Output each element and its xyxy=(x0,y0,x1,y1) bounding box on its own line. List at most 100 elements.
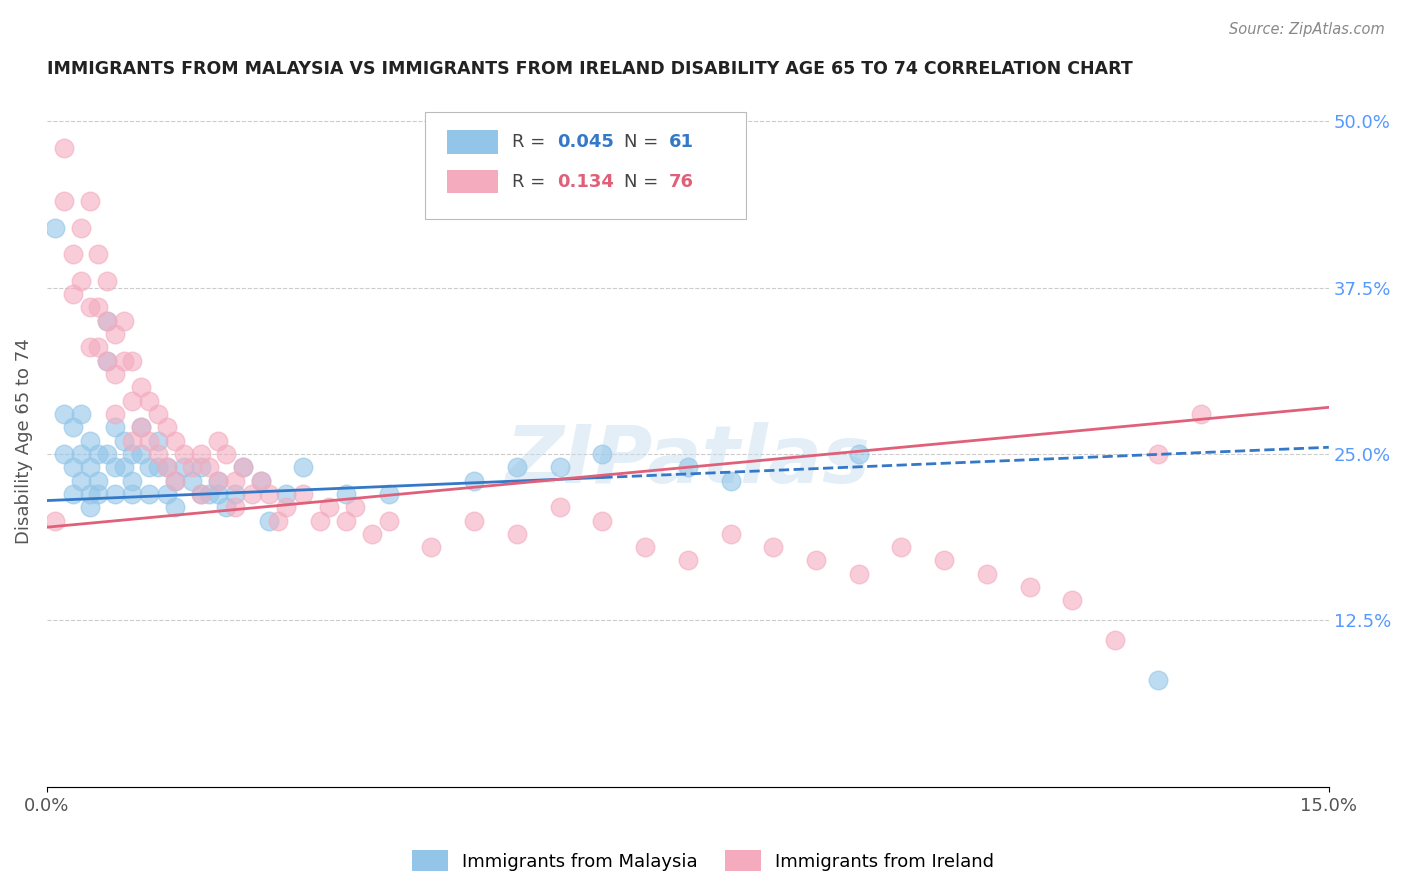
Point xyxy=(890,540,912,554)
Text: Source: ZipAtlas.com: Source: ZipAtlas.com xyxy=(1229,22,1385,37)
Point xyxy=(104,407,127,421)
Point xyxy=(129,420,152,434)
Point xyxy=(129,380,152,394)
Point xyxy=(249,474,271,488)
Point xyxy=(292,460,315,475)
Point xyxy=(720,526,742,541)
Point xyxy=(292,487,315,501)
Point xyxy=(96,353,118,368)
Point xyxy=(79,301,101,315)
Point xyxy=(181,460,204,475)
Point xyxy=(676,460,699,475)
Point xyxy=(207,474,229,488)
Point xyxy=(804,553,827,567)
FancyBboxPatch shape xyxy=(447,130,498,154)
Point xyxy=(96,314,118,328)
Point xyxy=(420,540,443,554)
Point xyxy=(309,514,332,528)
Point xyxy=(1104,633,1126,648)
Point xyxy=(121,434,143,448)
Point xyxy=(207,487,229,501)
Point xyxy=(335,487,357,501)
Point xyxy=(215,500,238,515)
Text: N =: N = xyxy=(624,173,664,191)
Point xyxy=(87,247,110,261)
Point xyxy=(155,460,177,475)
Legend: Immigrants from Malaysia, Immigrants from Ireland: Immigrants from Malaysia, Immigrants fro… xyxy=(405,843,1001,879)
Point xyxy=(232,460,254,475)
Point xyxy=(44,514,66,528)
Point xyxy=(138,487,160,501)
Point xyxy=(1147,673,1170,688)
Point xyxy=(591,514,613,528)
Point xyxy=(190,487,212,501)
Point xyxy=(138,460,160,475)
Point xyxy=(121,487,143,501)
Point xyxy=(96,274,118,288)
FancyBboxPatch shape xyxy=(425,112,745,219)
Point xyxy=(190,487,212,501)
Point xyxy=(343,500,366,515)
Point xyxy=(112,460,135,475)
Point xyxy=(1062,593,1084,607)
Point xyxy=(165,500,187,515)
Text: IMMIGRANTS FROM MALAYSIA VS IMMIGRANTS FROM IRELAND DISABILITY AGE 65 TO 74 CORR: IMMIGRANTS FROM MALAYSIA VS IMMIGRANTS F… xyxy=(46,60,1133,78)
Point xyxy=(104,460,127,475)
Point xyxy=(96,447,118,461)
Point xyxy=(62,287,84,301)
Point xyxy=(129,420,152,434)
Point xyxy=(224,474,246,488)
Point xyxy=(112,314,135,328)
Point xyxy=(190,460,212,475)
Point xyxy=(79,500,101,515)
Point xyxy=(70,474,93,488)
Point xyxy=(276,500,298,515)
Point xyxy=(1189,407,1212,421)
Point xyxy=(377,514,399,528)
Point xyxy=(215,447,238,461)
Point xyxy=(104,367,127,381)
Point xyxy=(70,447,93,461)
Point xyxy=(79,460,101,475)
Point xyxy=(138,434,160,448)
Point xyxy=(146,407,169,421)
Point xyxy=(87,474,110,488)
Point xyxy=(79,487,101,501)
Text: 76: 76 xyxy=(669,173,693,191)
Point xyxy=(96,353,118,368)
Point xyxy=(1147,447,1170,461)
Y-axis label: Disability Age 65 to 74: Disability Age 65 to 74 xyxy=(15,338,32,543)
Point xyxy=(138,393,160,408)
Point xyxy=(104,420,127,434)
Point xyxy=(44,220,66,235)
Point xyxy=(62,487,84,501)
Point xyxy=(207,434,229,448)
Point xyxy=(155,420,177,434)
Point xyxy=(165,474,187,488)
Point xyxy=(112,434,135,448)
Point xyxy=(173,460,195,475)
Point xyxy=(70,407,93,421)
Point xyxy=(676,553,699,567)
Point xyxy=(224,487,246,501)
Point xyxy=(190,447,212,461)
Point xyxy=(266,514,288,528)
Point xyxy=(548,460,571,475)
Point xyxy=(129,447,152,461)
Point xyxy=(634,540,657,554)
Point xyxy=(53,194,76,208)
Point xyxy=(360,526,382,541)
Point xyxy=(87,487,110,501)
Point xyxy=(146,460,169,475)
Point xyxy=(79,434,101,448)
Point xyxy=(121,393,143,408)
Point xyxy=(463,514,485,528)
Point xyxy=(198,487,221,501)
Point xyxy=(112,353,135,368)
Text: 0.045: 0.045 xyxy=(557,133,614,152)
Point xyxy=(79,194,101,208)
Point xyxy=(62,247,84,261)
Point xyxy=(762,540,785,554)
Point xyxy=(87,340,110,354)
Point xyxy=(96,314,118,328)
